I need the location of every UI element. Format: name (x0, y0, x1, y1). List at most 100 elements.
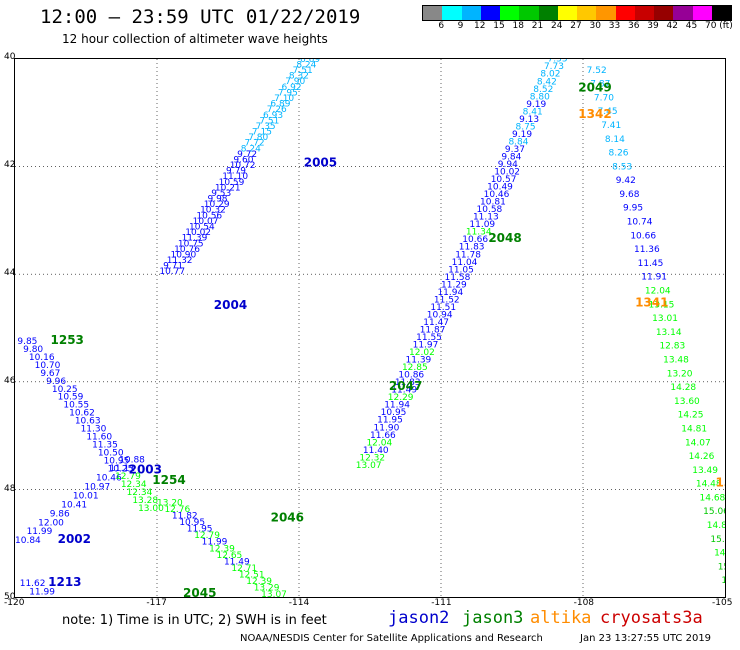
wave-height-value: 8.52 (533, 85, 553, 95)
colorbar-swatch (673, 6, 693, 20)
wave-height-value: 14.28 (670, 383, 696, 393)
wave-height-value: 11.04 (452, 258, 478, 268)
wave-height-value: 9.68 (619, 190, 639, 200)
wave-height-value: 15.37 (718, 562, 725, 572)
wave-height-value: 8.02 (540, 70, 560, 80)
wave-height-value: 10.41 (61, 500, 87, 510)
wave-height-value: 14.89 (707, 521, 725, 531)
wave-height-value: 12.65 (217, 551, 243, 561)
colorbar-swatch (711, 6, 731, 20)
colorbar-swatch (538, 6, 558, 20)
wave-height-value: 13.28 (132, 496, 158, 506)
wave-height-value: 11.97 (413, 341, 439, 351)
wave-height-value: 7.55 (548, 59, 568, 65)
wave-height-value: 7.15 (252, 128, 272, 138)
wave-height-value: 13.00 (138, 504, 164, 514)
wave-height-value: 13.07 (261, 590, 287, 597)
wave-height-value: 16.0 (721, 576, 725, 586)
wave-height-value: 11.94 (437, 288, 463, 298)
wave-height-value: 11.36 (634, 245, 660, 255)
wave-height-value: 11.62 (20, 579, 46, 589)
wave-height-value: 12.02 (409, 348, 435, 358)
colorbar-unit: (ft) (719, 21, 733, 31)
wave-height-value: 9.60 (233, 155, 253, 165)
wave-height-value: 8.24 (241, 144, 261, 154)
colorbar-swatch (654, 6, 674, 20)
wave-height-value: 14.81 (681, 424, 707, 434)
wave-height-value: 11.05 (448, 265, 474, 275)
wave-height-value: 10.66 (630, 231, 656, 241)
colorbar-tick-label: 39 (647, 21, 659, 31)
colorbar-tick-label: 6 (438, 21, 445, 31)
lon-tick-label: -117 (146, 598, 167, 608)
pass-number-label: 1213 (48, 575, 81, 589)
lat-tick-label: 42 (4, 160, 16, 170)
pass-number-label: 1341 (635, 295, 668, 309)
wave-height-value: 7.95 (278, 88, 298, 98)
wave-height-value: 11.99 (27, 527, 53, 537)
wave-height-value: 7.70 (594, 93, 614, 103)
wave-height-value: 10.95 (381, 408, 407, 418)
colorbar-tick-label: 12 (474, 21, 486, 31)
wave-height-value: 13.15 (649, 300, 675, 310)
wave-height-value: 12.34 (127, 488, 153, 498)
wave-height-value: 12.85 (402, 363, 428, 373)
wave-height-value: 10.72 (230, 161, 256, 171)
wave-height-value: 15.50 (710, 535, 725, 545)
lat-tick-label: 44 (4, 268, 16, 278)
wave-height-value: 13.49 (692, 466, 718, 476)
colorbar-swatch (615, 6, 635, 20)
wave-height-value: 11.51 (430, 303, 456, 313)
wave-height-value: 10.32 (200, 206, 226, 216)
wave-height-value: 11.91 (641, 273, 667, 283)
wave-height-value: 12.39 (209, 544, 235, 554)
track-2005: 6.386.698.247.518.327.906.927.957.106.89… (159, 49, 324, 277)
colorbar-swatch (500, 6, 520, 20)
wave-height-value: 10.94 (427, 310, 453, 320)
wave-height-value: 12.00 (38, 518, 64, 528)
lon-tick-label: -105 (712, 598, 733, 608)
wave-height-value: 7.41 (601, 121, 621, 131)
wave-height-value: 8.41 (523, 107, 543, 117)
pass-number-label: 2049 (578, 80, 611, 94)
wave-height-value: 11.13 (473, 213, 499, 223)
colorbar-tick-label: 15 (493, 21, 505, 31)
colorbar (422, 5, 732, 21)
wave-height-value: 12.04 (366, 438, 392, 448)
wave-height-value: 7.90 (285, 77, 305, 87)
wave-height-value: 8.32 (289, 72, 309, 82)
wave-height-value: 8.14 (605, 135, 625, 145)
wave-height-value: 13.14 (656, 328, 682, 338)
wave-height-value: 10.59 (219, 178, 245, 188)
wave-height-value: 11.58 (445, 273, 471, 283)
wave-height-value: 10.77 (159, 267, 185, 277)
wave-height-value: 9.84 (501, 152, 521, 162)
wave-height-value: 12.71 (231, 564, 257, 574)
pass-number-label: 2005 (304, 156, 337, 170)
pass-number-label: 2047 (389, 379, 422, 393)
wave-height-value: 11.40 (363, 446, 389, 456)
wave-height-value: 10.86 (398, 371, 424, 381)
wave-height-value: 11.47 (423, 318, 449, 328)
wave-height-value: 6.89 (270, 100, 290, 110)
legend-altika: altika (530, 608, 592, 628)
legend-jason3: jason3 (462, 608, 524, 628)
wave-height-value: 10.95 (104, 456, 130, 466)
colorbar-swatch (423, 6, 443, 20)
wave-height-value: 10.75 (178, 239, 204, 249)
colorbar-tick-label: 24 (551, 21, 563, 31)
wave-height-value: 10.56 (196, 211, 222, 221)
colorbar-tick-label: 70 (705, 21, 717, 31)
wave-height-value: 10.02 (185, 228, 211, 238)
wave-height-value: 11.10 (222, 172, 248, 182)
colorbar-swatch (461, 6, 481, 20)
track-2049: 7.557.738.028.428.528.809.198.419.138.75… (356, 55, 568, 471)
wave-height-value: 9.13 (519, 115, 539, 125)
pass-number-label: 1254 (152, 473, 185, 487)
wave-height-value: 14.25 (678, 411, 704, 421)
colorbar-tick-label: 30 (589, 21, 601, 31)
wave-height-value: 10.74 (627, 218, 653, 228)
wave-height-value: 11.99 (202, 538, 228, 548)
colorbar-swatch (480, 6, 500, 20)
wave-height-value: 11.29 (441, 280, 467, 290)
